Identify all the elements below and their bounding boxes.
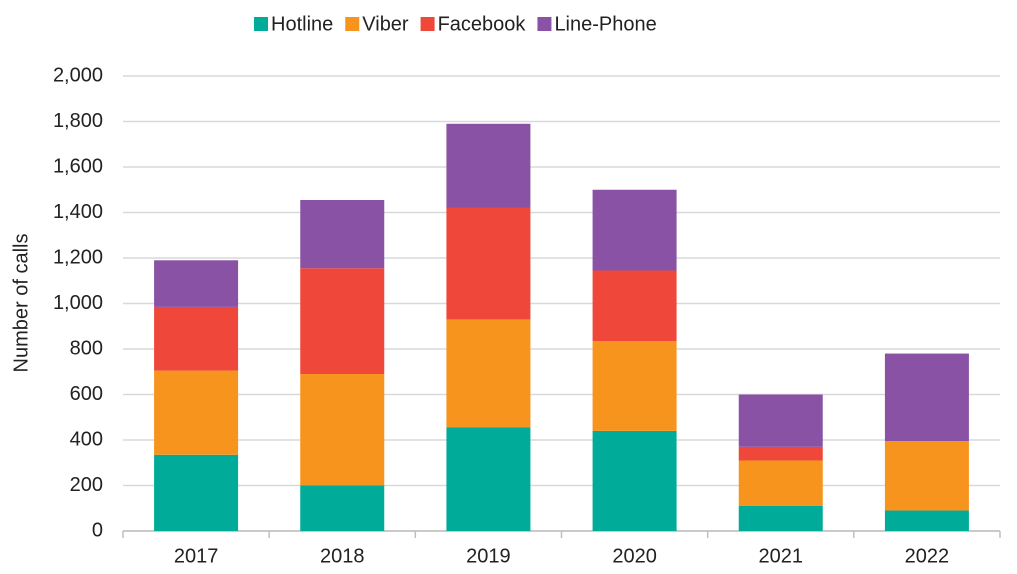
x-tick-label: 2020 xyxy=(612,545,657,567)
bar-segment xyxy=(592,189,677,271)
y-tick-label: 800 xyxy=(70,337,103,359)
y-tick-label: 1,200 xyxy=(53,246,103,268)
bar-segment xyxy=(154,260,239,307)
y-tick-label: 1,000 xyxy=(53,292,103,314)
bar-segment xyxy=(446,123,531,208)
bar-segment xyxy=(446,319,531,428)
bar-segment xyxy=(592,430,677,531)
x-tick-label: 2022 xyxy=(905,545,950,567)
bar-segment xyxy=(154,454,239,531)
bar-segment xyxy=(446,207,531,320)
y-axis-title: Number of calls xyxy=(10,234,32,373)
y-tick-label: 2,000 xyxy=(53,64,103,86)
legend-swatch xyxy=(537,17,552,31)
y-tick-label: 1,400 xyxy=(53,201,103,223)
legend-swatch xyxy=(420,17,435,31)
legend-swatch xyxy=(345,17,360,31)
y-tick-label: 1,800 xyxy=(53,110,103,132)
y-tick-label: 200 xyxy=(70,474,103,496)
y-tick-label: 600 xyxy=(70,383,103,405)
bar-segment xyxy=(738,460,823,506)
bar-segment xyxy=(738,505,823,531)
bar-segment xyxy=(300,374,385,486)
legend-label: Hotline xyxy=(271,13,333,35)
y-tick-label: 1,600 xyxy=(53,155,103,177)
x-tick-label: 2021 xyxy=(759,545,804,567)
bar-segment xyxy=(884,510,969,531)
legend-swatch xyxy=(254,17,268,31)
bar-segment xyxy=(884,441,969,511)
y-tick-label: 0 xyxy=(92,519,103,541)
bar-segment xyxy=(154,370,239,455)
legend-label: Facebook xyxy=(438,13,527,35)
legend-label: Line-Phone xyxy=(554,13,656,35)
bar-segment xyxy=(884,353,969,442)
bar-segment xyxy=(300,199,385,269)
x-tick-label: 2019 xyxy=(466,545,511,567)
x-tick-label: 2018 xyxy=(320,545,365,567)
bar-segment xyxy=(154,306,239,371)
bar-segment xyxy=(592,270,677,342)
bar-segment xyxy=(300,268,385,375)
legend-label: Viber xyxy=(362,13,409,35)
y-tick-label: 400 xyxy=(70,428,103,450)
bar-segment xyxy=(446,427,531,531)
bar-segment xyxy=(300,485,385,531)
bar-segment xyxy=(592,341,677,431)
bar-segment xyxy=(738,446,823,461)
x-tick-label: 2017 xyxy=(174,545,219,567)
bar-segment xyxy=(738,394,823,447)
